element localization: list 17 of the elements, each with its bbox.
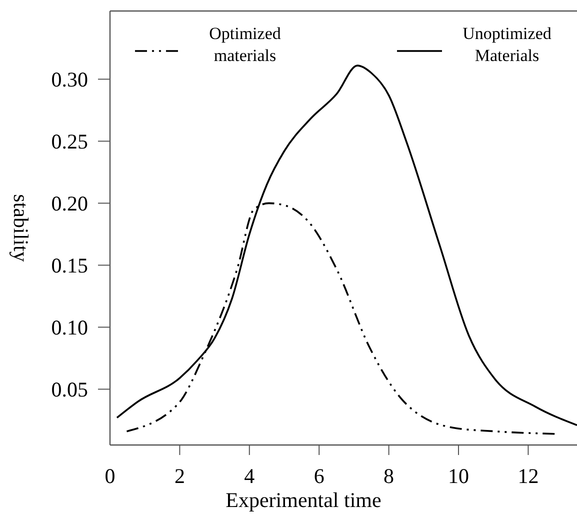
y-axis-title: stability [9, 194, 33, 262]
x-tick-label: 12 [518, 464, 539, 488]
legend-label: Optimized materials [209, 24, 282, 65]
y-tick-label: 0.20 [51, 192, 88, 216]
x-tick-label: 10 [448, 464, 470, 488]
x-tick-label: 0 [104, 464, 116, 488]
y-tick-label: 0.15 [51, 254, 88, 278]
x-tick-label: 8 [384, 464, 394, 488]
x-tick-label: 2 [174, 464, 185, 488]
x-axis-title: Experimental time [226, 488, 382, 512]
y-tick-label: 0.10 [51, 316, 88, 340]
y-tick-label: 0.25 [51, 130, 88, 154]
legend-label: Unoptimized Materials [462, 24, 552, 65]
x-tick-label: 6 [314, 464, 324, 488]
y-tick-label: 0.05 [51, 378, 88, 402]
x-tick-label: 4 [244, 464, 256, 488]
y-tick-label: 0.30 [51, 68, 88, 92]
